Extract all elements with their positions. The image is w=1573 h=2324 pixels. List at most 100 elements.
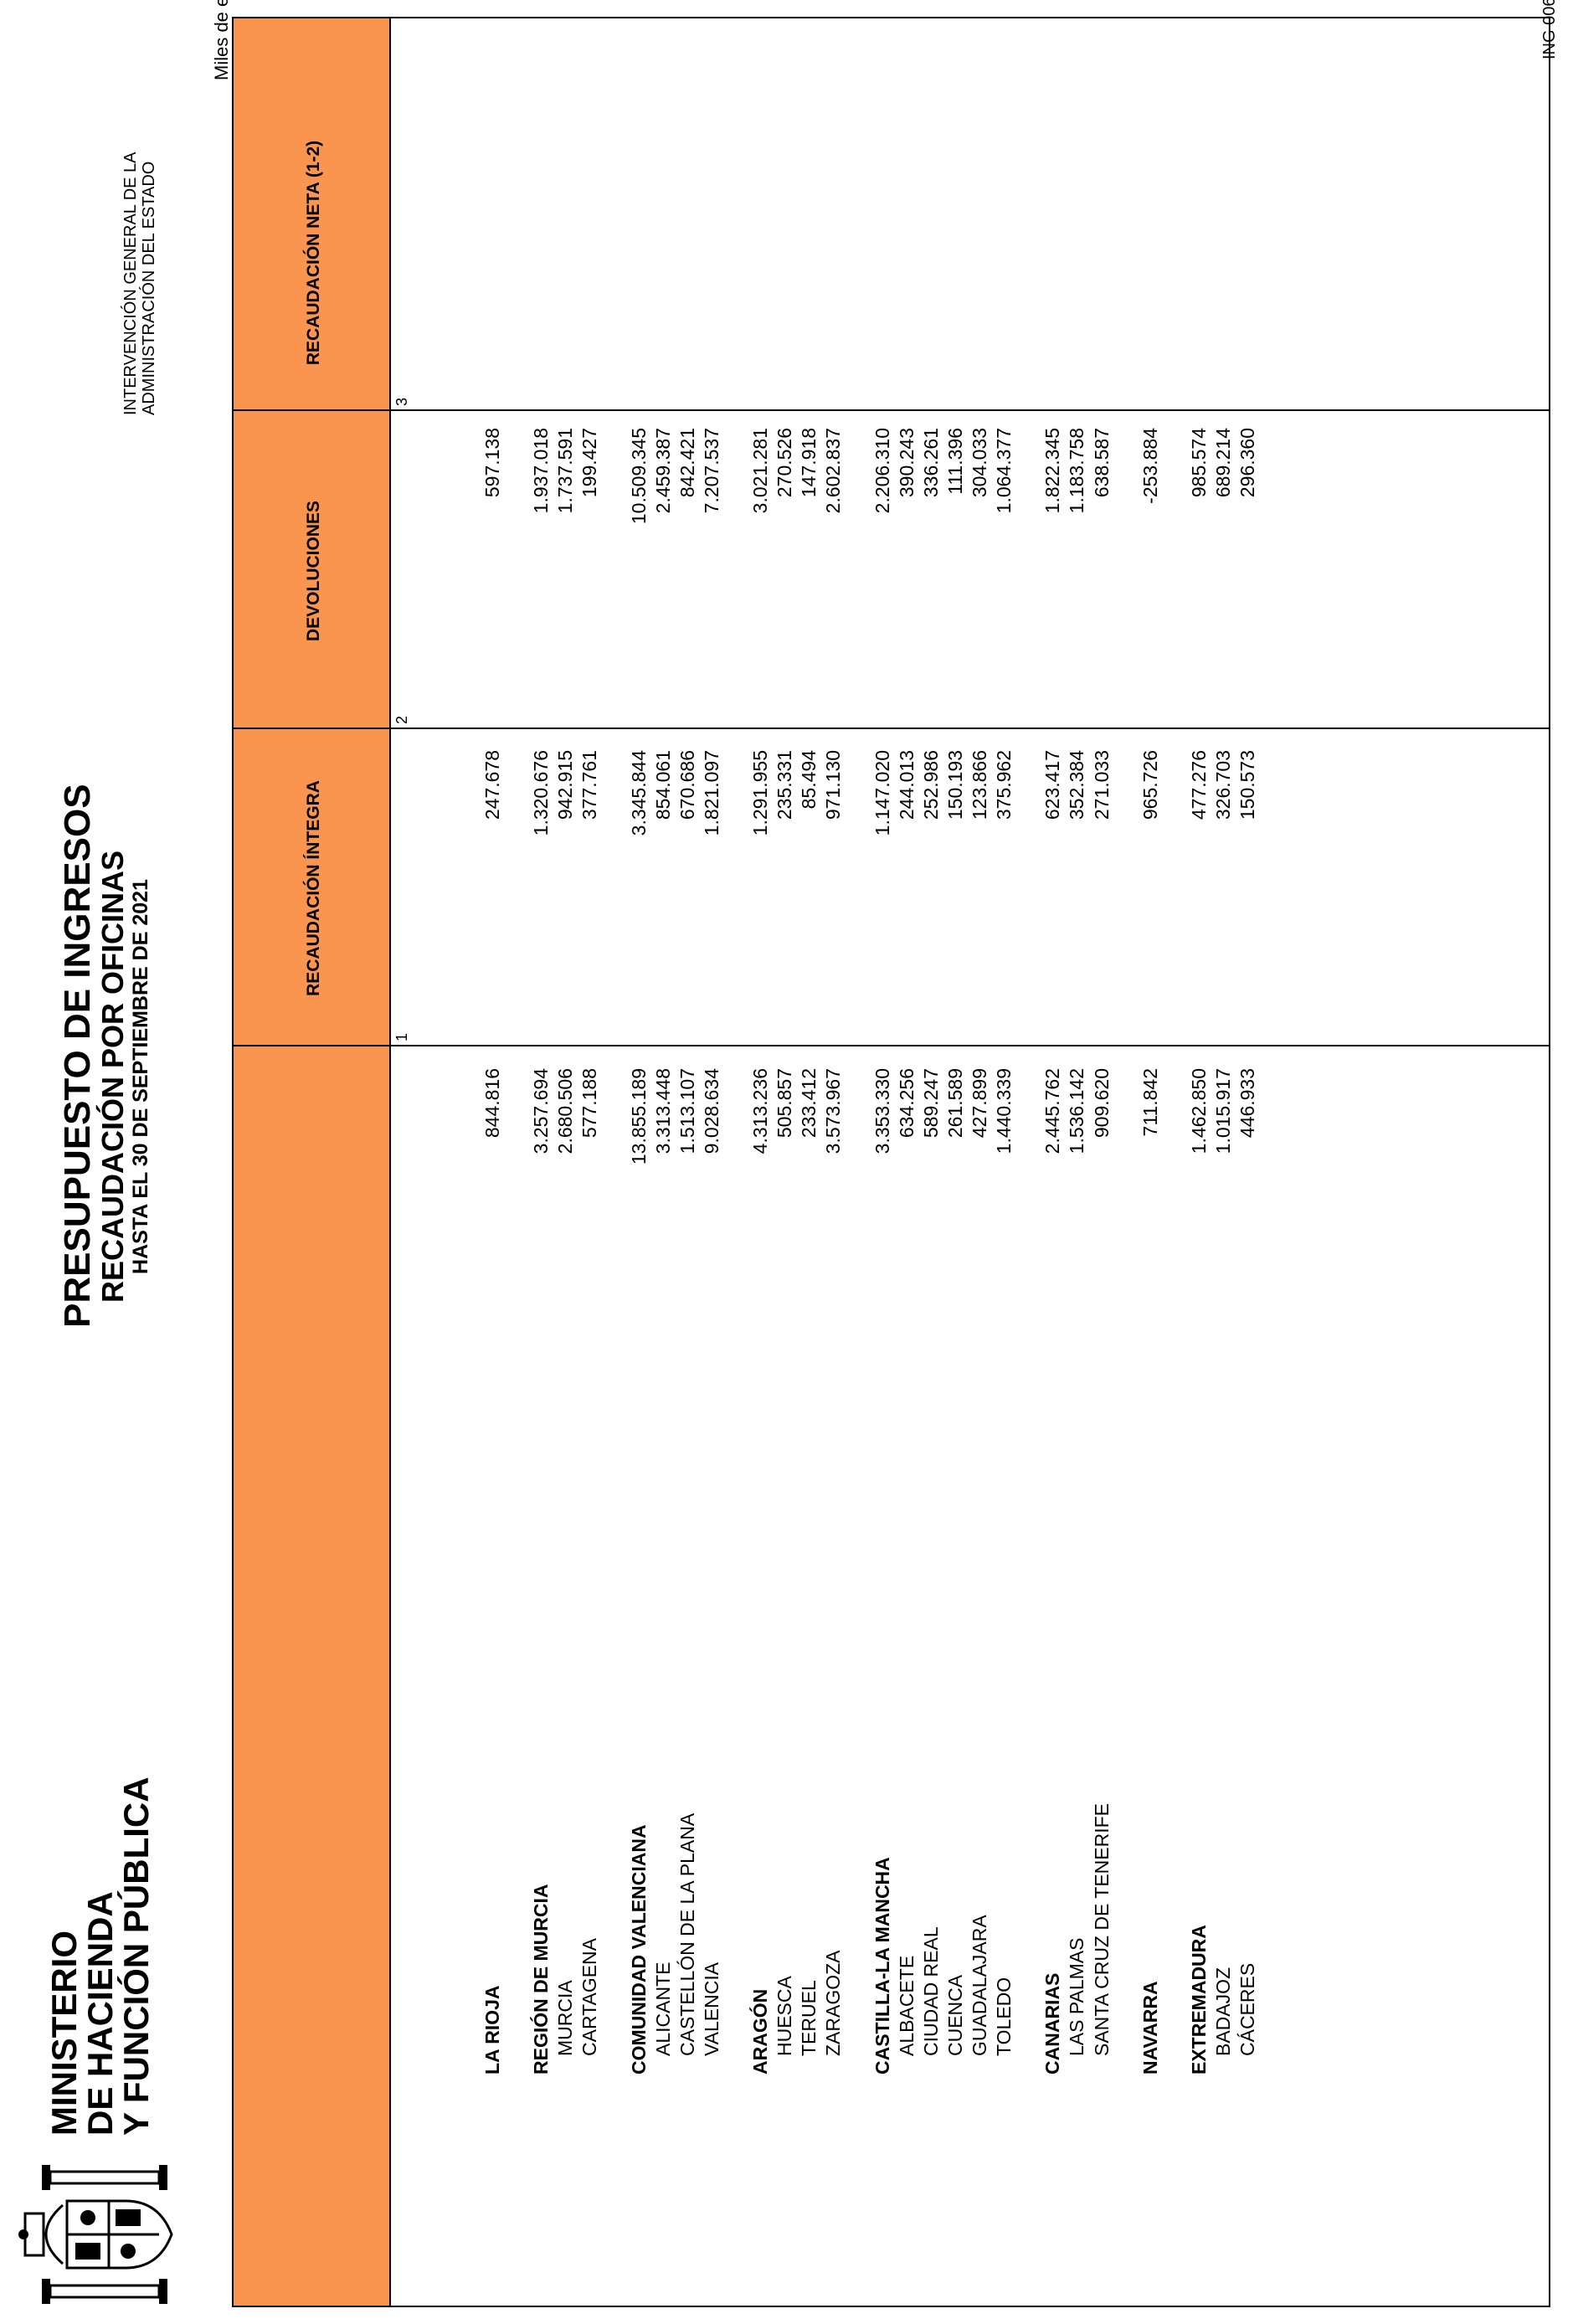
page-subtitle: RECAUDACIÓN POR OFICINAS — [95, 850, 130, 1303]
table-cell: 842.421 — [676, 428, 698, 498]
table-cell: 1.462.850 — [1187, 1068, 1210, 1154]
row-label: ALBACETE — [895, 1955, 918, 2056]
table-cell: 623.417 — [1041, 750, 1064, 820]
table-cell: 2.459.387 — [651, 428, 674, 514]
table-cell: 1.821.097 — [700, 750, 722, 836]
table-cell: 1.513.107 — [676, 1068, 698, 1154]
row-label: CASTILLA-LA MANCHA — [871, 1857, 893, 2075]
table-cell: 10.509.345 — [627, 428, 650, 525]
header-divider — [389, 18, 391, 2306]
table-cell: 1.291.955 — [749, 750, 772, 836]
column-header-devoluciones: DEVOLUCIONES — [304, 500, 323, 642]
table-cell: 271.033 — [1090, 750, 1113, 820]
row-label: VALENCIA — [700, 1962, 722, 2056]
table-cell: 909.620 — [1090, 1068, 1113, 1139]
table-cell: 1.536.142 — [1066, 1068, 1088, 1154]
agency-line-1: INTERVENCIÓN GENERAL DE LA — [121, 152, 140, 415]
table-cell: 3.257.694 — [530, 1068, 553, 1154]
table-cell: 1.183.758 — [1066, 428, 1088, 514]
table-cell: 2.602.837 — [822, 428, 845, 514]
table-cell: 326.703 — [1212, 750, 1234, 820]
table-cell: 711.842 — [1139, 1068, 1161, 1137]
ministry-line-2: DE HACIENDA — [80, 1891, 120, 2136]
table-cell: 427.899 — [969, 1068, 990, 1139]
agency-line-2: ADMINISTRACIÓN DEL ESTADO — [140, 161, 158, 415]
ministry-line-3: Y FUNCIÓN PÚBLICA — [116, 1776, 156, 2136]
table-cell: 252.986 — [919, 750, 942, 820]
column-number: 1 — [393, 1032, 410, 1041]
table-cell: 3.353.330 — [871, 1068, 893, 1154]
title-block: PRESUPUESTO DE INGRESOS RECAUDACIÓN POR … — [57, 784, 152, 1328]
row-label: ZARAGOZA — [822, 1950, 845, 2056]
table-cell: 1.064.377 — [993, 428, 1015, 514]
footer-code: ING 006 — [1540, 0, 1559, 59]
column-number: 3 — [393, 397, 410, 406]
table-cell: 352.384 — [1066, 750, 1088, 820]
table-cell: 2.680.506 — [554, 1068, 577, 1154]
table-cell: 247.678 — [481, 750, 503, 820]
column-separator — [234, 409, 1549, 411]
page-title: PRESUPUESTO DE INGRESOS — [57, 784, 98, 1328]
row-label: LA RIOJA — [481, 1985, 503, 2075]
table-cell: 111.396 — [943, 428, 966, 495]
table-cell: 147.918 — [798, 428, 820, 498]
row-label: ARAGÓN — [749, 1988, 772, 2075]
table-cell: 4.313.236 — [749, 1068, 772, 1154]
table-cell: 597.138 — [481, 428, 503, 498]
row-label: CUENCA — [943, 1974, 966, 2056]
table-cell: 638.587 — [1090, 428, 1113, 498]
table-cell: 377.761 — [578, 750, 601, 820]
table-cell: 296.360 — [1236, 428, 1259, 498]
table-cell: 1.320.676 — [530, 750, 553, 836]
table-cell: 854.061 — [651, 750, 674, 820]
table-cell: 2.445.762 — [1041, 1068, 1064, 1154]
table-cell: 199.427 — [578, 428, 601, 498]
row-label: TERUEL — [798, 1980, 820, 2056]
table-cell: 505.857 — [774, 1068, 796, 1139]
table-cell: -253.884 — [1139, 428, 1161, 504]
table-cell: 965.726 — [1139, 750, 1161, 820]
table-cell: 270.526 — [774, 428, 796, 498]
table-cell: 1.147.020 — [871, 750, 893, 836]
row-label: CANARIAS — [1041, 1972, 1064, 2075]
table-cell: 1.822.345 — [1041, 428, 1064, 514]
table-cell: 336.261 — [919, 428, 942, 498]
table-cell: 634.256 — [895, 1068, 918, 1139]
table-cell: 13.855.189 — [627, 1068, 650, 1165]
table-cell: 1.737.591 — [554, 428, 577, 514]
table-cell: 244.013 — [895, 750, 918, 820]
table-cell: 844.816 — [481, 1068, 503, 1139]
row-label: MURCIA — [554, 1980, 577, 2056]
column-separator — [234, 728, 1549, 729]
column-header-recaudacion-integra: RECAUDACIÓN ÍNTEGRA — [304, 780, 323, 996]
row-label: NAVARRA — [1139, 1981, 1161, 2075]
table-cell: 2.206.310 — [871, 428, 893, 514]
table-cell: 235.331 — [774, 750, 796, 820]
table-cell: 589.247 — [919, 1068, 942, 1139]
table-cell: 150.193 — [943, 750, 966, 820]
row-label: REGIÓN DE MURCIA — [530, 1884, 553, 2075]
row-label: CASTELLÓN DE LA PLANA — [676, 1812, 698, 2056]
table-cell: 3.573.967 — [822, 1068, 845, 1154]
table-cell: 390.243 — [895, 428, 918, 498]
coat-of-arms-icon — [18, 2165, 173, 2304]
table-cell: 3.345.844 — [627, 750, 650, 836]
row-label: EXTREMADURA — [1187, 1925, 1210, 2075]
table-cell: 1.015.917 — [1212, 1068, 1234, 1154]
table-cell: 446.933 — [1236, 1068, 1259, 1139]
table-cell: 971.130 — [822, 750, 845, 820]
table-cell: 261.589 — [943, 1068, 966, 1139]
table-cell: 3.021.281 — [749, 428, 772, 514]
table-cell: 942.915 — [554, 750, 577, 820]
row-label: TOLEDO — [993, 1977, 1015, 2056]
row-label: LAS PALMAS — [1066, 1937, 1088, 2056]
row-label: COMUNIDAD VALENCIANA — [627, 1824, 650, 2075]
table-cell: 9.028.634 — [700, 1068, 722, 1154]
table-cell: 123.866 — [969, 750, 990, 820]
table-cell: 304.033 — [969, 428, 990, 498]
row-label: HUESCA — [774, 1976, 796, 2056]
row-label: SANTA CRUZ DE TENERIFE — [1090, 1802, 1113, 2056]
table-cell: 1.937.018 — [530, 428, 553, 514]
row-label: BADAJOZ — [1212, 1967, 1234, 2056]
